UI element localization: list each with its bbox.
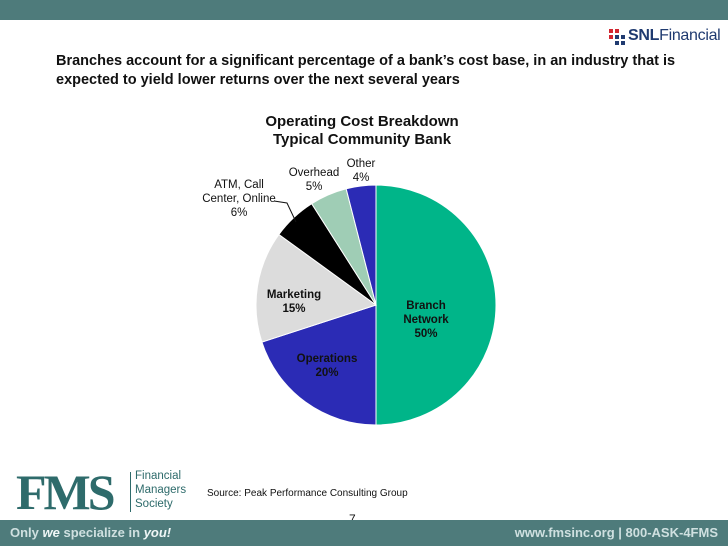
footer-tagline: Only we specialize in you! bbox=[10, 525, 172, 540]
snl-logo-text: SNLFinancial bbox=[628, 27, 721, 44]
headline: Branches account for a significant perce… bbox=[56, 53, 676, 88]
slice-label-marketing: Marketing 15% bbox=[267, 289, 321, 315]
snl-financial-logo: SNLFinancial bbox=[608, 26, 726, 48]
page-number: 7 bbox=[349, 512, 356, 526]
pie-slice-marketing bbox=[255, 233, 378, 343]
footer-contact: www.fmsinc.org | 800-ASK-4FMS bbox=[514, 525, 718, 540]
slice-label-operations: Operations 20% bbox=[297, 353, 358, 379]
pie-slice-other bbox=[345, 184, 377, 306]
pie-slice-branch-network bbox=[375, 184, 497, 426]
slice-label-branch-network: Branch Network 50% bbox=[403, 300, 449, 340]
leader-line-atm-call-center-online bbox=[273, 200, 297, 223]
slice-label-atm-call-center-online: ATM, Call Center, Online 6% bbox=[202, 179, 276, 219]
top-bar bbox=[0, 0, 728, 20]
chart-title-line-2: Typical Community Bank bbox=[273, 131, 452, 148]
snl-logo-icon bbox=[609, 29, 625, 45]
fms-logo-subtitle: Financial Managers Society bbox=[135, 470, 187, 510]
slice-label-overhead: Overhead 5% bbox=[289, 167, 340, 193]
pie-slice-operations bbox=[261, 304, 377, 426]
bottom-bar bbox=[0, 520, 728, 546]
source-note: Source: Peak Performance Consulting Grou… bbox=[207, 488, 408, 499]
fms-logo: FMS Financial Managers Society bbox=[16, 466, 216, 518]
fms-logo-letters: FMS bbox=[16, 464, 116, 520]
chart-title-line-1: Operating Cost Breakdown bbox=[265, 113, 458, 130]
fms-logo-divider bbox=[130, 472, 131, 512]
slice-label-other: Other 4% bbox=[347, 158, 376, 184]
